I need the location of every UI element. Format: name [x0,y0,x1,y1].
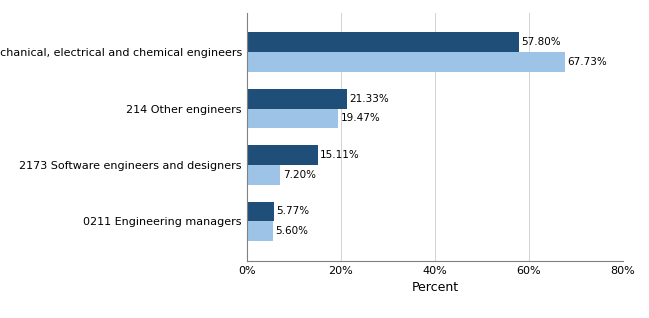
Text: 5.77%: 5.77% [276,206,309,217]
Bar [247,145,318,165]
Bar [247,202,274,221]
Bar [247,89,347,108]
Text: 19.47%: 19.47% [341,114,380,123]
Text: 57.80%: 57.80% [521,37,561,47]
Text: 7.20%: 7.20% [283,170,316,180]
Bar [247,221,273,241]
Text: 15.11%: 15.11% [320,150,360,160]
Bar [247,52,565,72]
Text: 5.60%: 5.60% [275,226,308,236]
Bar [247,108,338,128]
X-axis label: Percent: Percent [411,281,458,294]
Bar [247,32,519,52]
Bar [247,165,280,185]
Text: 67.73%: 67.73% [568,57,607,67]
Text: 21.33%: 21.33% [349,94,389,104]
